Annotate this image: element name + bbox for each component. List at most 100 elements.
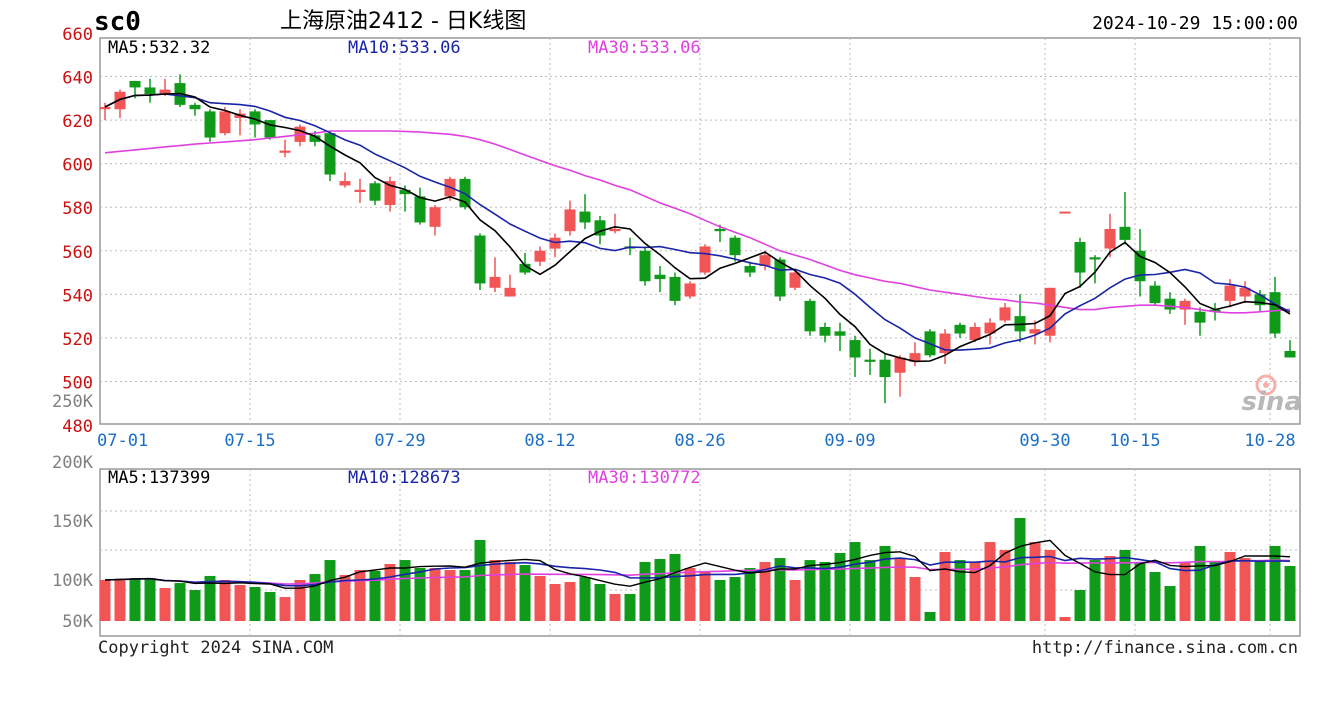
date-tick-label: 10-28 [1244, 431, 1295, 451]
volume-bar [1044, 549, 1056, 621]
candle [1059, 211, 1071, 214]
volume-bar [1059, 616, 1071, 621]
candle-body [1044, 287, 1056, 336]
source-url-link[interactable]: http://finance.sina.com.cn [1032, 638, 1298, 658]
volume-bar [1014, 517, 1026, 621]
candle [264, 120, 276, 140]
candle-body [774, 259, 786, 297]
volume-bar [264, 591, 276, 621]
symbol-code: sc0 [94, 7, 141, 37]
date-tick-label: 09-09 [824, 431, 875, 451]
volume-bar [954, 560, 966, 621]
volume-bar [1209, 561, 1221, 621]
volume-tick-label: 100K [52, 571, 94, 591]
candle [1089, 255, 1101, 284]
date-tick-label: 08-26 [674, 431, 725, 451]
volume-bar [1254, 561, 1266, 621]
chart-title: 上海原油2412 - 日K线图 [280, 9, 526, 34]
candle [429, 205, 441, 236]
candle [744, 261, 756, 277]
date-tick-label: 10-15 [1109, 431, 1160, 451]
candle-body [954, 324, 966, 334]
candle [219, 107, 231, 136]
candle [519, 252, 531, 275]
candle [939, 329, 951, 365]
volume-bar [924, 611, 936, 621]
volume-bar [339, 574, 351, 621]
candle [804, 298, 816, 336]
candle-body [834, 331, 846, 336]
volume-bar [609, 593, 621, 621]
volume-bar [939, 551, 951, 621]
price-ma30-label: MA30:533.06 [588, 38, 701, 58]
candle-body [309, 135, 321, 142]
volume-bar [669, 554, 681, 621]
candle-body [579, 211, 591, 223]
date-tick-label: 07-15 [224, 431, 275, 451]
candle-body [1059, 211, 1071, 214]
candle [1239, 281, 1251, 304]
candle [414, 187, 426, 225]
volume-bar [804, 560, 816, 621]
candle [474, 233, 486, 290]
candle-body [534, 250, 546, 262]
candle [579, 194, 591, 229]
volume-bar [984, 542, 996, 621]
candle-body [1119, 226, 1131, 240]
volume-bar [1089, 560, 1101, 621]
candle [504, 274, 516, 297]
candle-body [1089, 257, 1101, 260]
candle [834, 322, 846, 351]
candle [984, 318, 996, 345]
volume-bar [234, 584, 246, 621]
volume-bar [1224, 551, 1236, 621]
candle-body [489, 276, 501, 288]
volume-bar [969, 561, 981, 621]
candle [564, 200, 576, 236]
candle [234, 109, 246, 136]
candle-body [369, 183, 381, 201]
candle [534, 246, 546, 267]
price-tick-label: 480 [62, 417, 93, 437]
volume-bar [594, 584, 606, 621]
volume-tick-label: 150K [52, 512, 94, 532]
volume-ma30-line [104, 559, 1291, 585]
candle [849, 335, 861, 378]
date-tick-label: 09-30 [1019, 431, 1070, 451]
candle-body [699, 246, 711, 273]
candle-body [1194, 311, 1206, 323]
candle-body [279, 150, 291, 153]
price-tick-label: 520 [62, 330, 93, 350]
candle [894, 355, 906, 397]
volume-bar [144, 577, 156, 621]
candle-body [939, 333, 951, 354]
candle-body [1134, 250, 1146, 282]
volume-bar [1029, 542, 1041, 621]
volume-bar [249, 586, 261, 621]
volume-ma5-line [104, 539, 1291, 589]
candle-body [1224, 285, 1236, 301]
candle-body [969, 327, 981, 341]
candle [819, 322, 831, 343]
volume-bar [654, 558, 666, 621]
volume-bar [789, 579, 801, 621]
candle-body [984, 322, 996, 334]
volume-bar [1119, 549, 1131, 621]
volume-bar [819, 561, 831, 621]
volume-bar [159, 588, 171, 621]
candle [384, 176, 396, 212]
price-ma10-label: MA10:533.06 [348, 38, 461, 58]
volume-bar [219, 579, 231, 621]
candle [669, 272, 681, 306]
volume-bar [114, 579, 126, 621]
volume-bar [579, 577, 591, 621]
volume-bar [414, 568, 426, 621]
candle [549, 233, 561, 258]
candle [774, 257, 786, 301]
candle [1254, 289, 1266, 312]
volume-bar [549, 584, 561, 621]
volume-bar [429, 568, 441, 621]
candle-body [99, 107, 111, 110]
